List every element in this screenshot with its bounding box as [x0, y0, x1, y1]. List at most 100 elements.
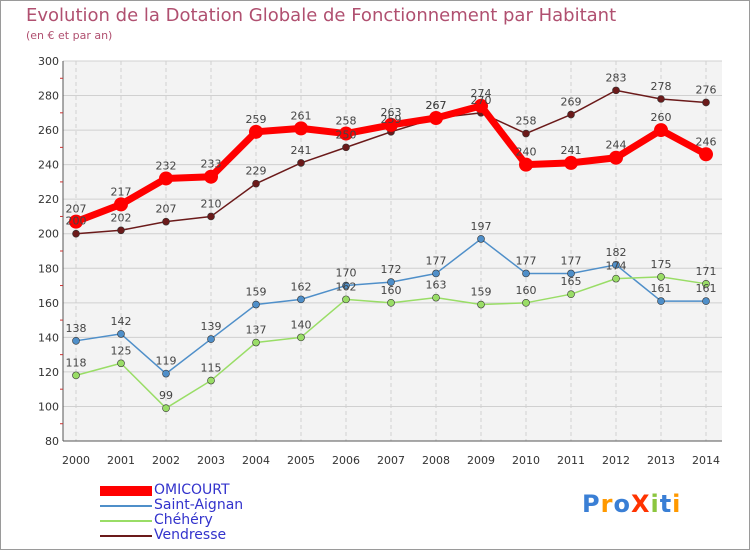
data-point-vendresse — [522, 129, 530, 138]
data-label-saint-aignan: 159 — [246, 286, 267, 299]
logo-letter: X — [630, 490, 651, 518]
data-label-saint-aignan: 161 — [696, 282, 717, 295]
data-point-chéhéry — [252, 338, 260, 347]
data-label-omicourt: 246 — [696, 135, 717, 148]
data-label-saint-aignan: 177 — [561, 254, 582, 267]
logo-letter: i — [650, 490, 660, 518]
data-point-vendresse — [252, 179, 260, 188]
y-tick-label: 200 — [38, 228, 59, 241]
data-point-saint-aignan — [432, 269, 440, 278]
legend: OMICOURT Saint-Aignan Chéhéry Vendresse — [100, 482, 320, 544]
legend-swatch — [100, 486, 152, 496]
data-label-omicourt: 258 — [336, 115, 357, 128]
data-point-chéhéry — [207, 376, 215, 385]
x-tick-label: 2000 — [62, 454, 90, 467]
proxiti-logo: ProXiti — [582, 490, 681, 518]
data-point-saint-aignan — [702, 297, 710, 305]
legend-label: OMICOURT — [154, 482, 230, 498]
data-label-omicourt: 274 — [471, 87, 492, 100]
data-label-chéhéry: 174 — [606, 260, 627, 273]
data-label-chéhéry: 159 — [471, 286, 492, 299]
data-point-omicourt — [519, 157, 533, 172]
data-label-chéhéry: 99 — [159, 389, 173, 402]
data-label-chéhéry: 140 — [291, 318, 312, 331]
x-tick-label: 2005 — [287, 454, 315, 467]
data-point-omicourt — [69, 214, 83, 229]
data-point-chéhéry — [702, 280, 710, 288]
data-point-saint-aignan — [387, 278, 395, 286]
data-point-saint-aignan — [567, 269, 575, 278]
x-tick-label: 2010 — [512, 454, 540, 467]
data-point-omicourt — [384, 117, 398, 132]
logo-letter: P — [582, 490, 601, 518]
data-label-vendresse: 259 — [381, 113, 402, 126]
data-point-vendresse — [567, 110, 575, 119]
data-label-omicourt: 267 — [426, 99, 447, 112]
y-tick-label: 220 — [38, 193, 59, 206]
data-point-chéhéry — [297, 333, 305, 342]
data-point-vendresse — [162, 217, 170, 226]
legend-label: Vendresse — [154, 527, 227, 543]
data-point-chéhéry — [117, 359, 125, 368]
data-point-omicourt — [474, 98, 488, 113]
data-label-vendresse: 267 — [426, 99, 447, 112]
data-label-vendresse: 200 — [66, 215, 87, 228]
data-label-vendresse: 229 — [246, 165, 267, 178]
data-label-omicourt: 263 — [381, 106, 402, 119]
data-label-saint-aignan: 177 — [426, 254, 447, 267]
y-tick-label: 280 — [38, 90, 59, 103]
chart-title: Evolution de la Dotation Globale de Fonc… — [26, 5, 617, 26]
legend-label: Saint-Aignan — [154, 497, 244, 513]
data-label-omicourt: 261 — [291, 109, 312, 122]
data-point-omicourt — [114, 197, 128, 212]
legend-swatch — [100, 520, 152, 522]
data-point-omicourt — [699, 147, 713, 162]
data-point-omicourt — [564, 155, 578, 170]
x-tick-label: 2004 — [242, 454, 270, 467]
y-tick-label: 120 — [38, 366, 59, 379]
data-label-chéhéry: 125 — [111, 344, 132, 357]
data-point-vendresse — [702, 98, 710, 107]
data-label-saint-aignan: 162 — [291, 280, 312, 293]
data-point-vendresse — [297, 159, 305, 167]
x-tick-label: 2009 — [467, 454, 495, 467]
y-tick-label: 180 — [38, 262, 59, 275]
data-point-vendresse — [342, 143, 350, 152]
data-label-chéhéry: 171 — [696, 265, 717, 278]
logo-letter: t — [659, 490, 673, 518]
data-point-chéhéry — [72, 371, 80, 380]
data-point-omicourt — [609, 150, 623, 165]
data-point-vendresse — [72, 229, 80, 238]
data-point-saint-aignan — [657, 297, 665, 305]
data-label-chéhéry: 160 — [516, 284, 537, 297]
legend-item-omicourt: OMICOURT — [100, 482, 320, 499]
logo-letter: o — [613, 490, 631, 518]
chart-subtitle: (en € et par an) — [26, 29, 113, 42]
data-label-saint-aignan: 177 — [516, 254, 537, 267]
data-label-omicourt: 241 — [561, 144, 582, 157]
data-label-chéhéry: 160 — [381, 284, 402, 297]
data-label-chéhéry: 163 — [426, 279, 447, 292]
data-point-omicourt — [654, 123, 668, 138]
data-label-vendresse: 270 — [471, 94, 492, 107]
data-point-saint-aignan — [297, 295, 305, 304]
data-point-saint-aignan — [477, 235, 485, 243]
data-label-chéhéry: 175 — [651, 258, 672, 271]
data-label-vendresse: 241 — [291, 144, 312, 157]
data-point-chéhéry — [342, 295, 350, 304]
data-label-vendresse: 207 — [156, 203, 177, 216]
legend-swatch — [100, 505, 152, 507]
data-label-vendresse: 276 — [696, 83, 717, 96]
data-label-vendresse: 269 — [561, 96, 582, 109]
data-label-chéhéry: 115 — [201, 362, 222, 375]
x-tick-label: 2008 — [422, 454, 450, 467]
data-label-chéhéry: 165 — [561, 275, 582, 288]
y-tick-label: 140 — [38, 331, 59, 344]
data-label-omicourt: 259 — [246, 113, 267, 126]
legend-item-chéhéry: Chéhéry — [100, 512, 320, 529]
data-label-saint-aignan: 119 — [156, 355, 177, 368]
data-label-saint-aignan: 161 — [651, 282, 672, 295]
data-label-omicourt: 217 — [111, 185, 132, 198]
data-label-vendresse: 258 — [516, 115, 537, 128]
data-label-omicourt: 207 — [66, 203, 87, 216]
